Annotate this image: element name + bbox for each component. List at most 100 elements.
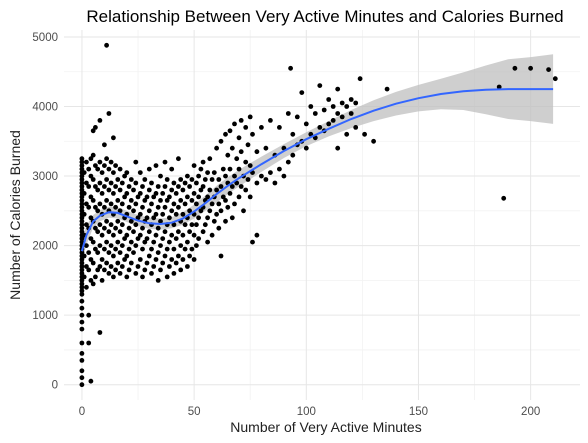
data-point <box>146 187 152 193</box>
data-point <box>99 170 105 176</box>
y-axis-label: Number of Calories Burned <box>7 130 23 300</box>
chart-title: Relationship Between Very Active Minutes… <box>86 7 563 26</box>
data-point <box>90 281 96 287</box>
data-point <box>102 267 107 273</box>
data-point <box>108 243 114 249</box>
data-point <box>102 163 107 169</box>
data-point <box>207 156 213 162</box>
y-tick-label: 2000 <box>32 241 58 253</box>
data-point <box>133 243 139 249</box>
data-point <box>180 232 186 238</box>
data-point <box>277 125 282 130</box>
data-point <box>223 218 228 224</box>
data-point <box>176 156 181 162</box>
data-point <box>290 152 296 158</box>
data-point <box>294 114 300 120</box>
data-point <box>317 83 323 88</box>
data-point <box>223 198 228 203</box>
data-point <box>124 253 130 259</box>
data-point <box>108 201 114 207</box>
data-point <box>131 250 136 256</box>
data-point <box>191 232 197 238</box>
data-point <box>167 215 172 221</box>
data-point <box>153 211 159 217</box>
data-point <box>137 191 143 196</box>
data-point <box>234 156 240 162</box>
data-point <box>290 131 296 137</box>
data-point <box>79 281 85 287</box>
data-point <box>173 236 179 242</box>
data-point <box>335 111 341 116</box>
data-point <box>496 84 502 90</box>
x-tick-label: 0 <box>79 406 85 418</box>
data-point <box>357 76 363 82</box>
data-point <box>250 239 255 245</box>
data-point <box>131 208 136 214</box>
data-point <box>171 180 177 186</box>
data-point <box>102 225 107 231</box>
data-point <box>158 267 163 273</box>
data-point <box>247 114 253 120</box>
data-point <box>321 107 327 113</box>
y-tick-label: 0 <box>52 380 58 392</box>
data-point <box>202 177 208 182</box>
data-point <box>84 180 89 186</box>
data-point <box>104 198 109 203</box>
data-point <box>79 319 85 325</box>
data-point <box>113 163 118 169</box>
data-point <box>119 243 125 249</box>
data-point <box>205 194 211 200</box>
y-tick-label: 3000 <box>32 171 58 183</box>
data-point <box>119 222 125 228</box>
data-point <box>216 225 222 231</box>
data-point <box>79 177 85 182</box>
data-point <box>326 97 332 102</box>
data-point <box>124 170 130 176</box>
data-point <box>229 184 235 189</box>
data-point <box>90 198 96 203</box>
data-point <box>187 229 193 235</box>
data-point <box>88 173 94 179</box>
data-point <box>79 173 85 179</box>
data-point <box>104 239 109 245</box>
data-point <box>117 208 123 214</box>
data-point <box>185 264 190 269</box>
data-point <box>106 111 112 116</box>
data-point <box>209 232 215 238</box>
data-point <box>146 208 152 214</box>
data-point <box>108 264 114 269</box>
data-point <box>214 187 220 193</box>
data-point <box>88 257 94 262</box>
data-point <box>79 187 85 193</box>
data-point <box>79 166 85 172</box>
data-point <box>113 184 118 189</box>
data-point <box>84 264 89 269</box>
data-point <box>119 264 125 269</box>
data-point <box>330 118 336 123</box>
data-point <box>198 166 204 172</box>
data-point <box>142 198 148 203</box>
data-point <box>79 298 85 304</box>
data-point <box>194 222 199 228</box>
data-point <box>79 326 85 332</box>
data-point <box>84 243 89 249</box>
data-point <box>79 260 85 266</box>
data-point <box>79 264 85 269</box>
data-point <box>122 236 127 242</box>
data-point <box>149 246 154 252</box>
data-point <box>144 215 150 221</box>
data-point <box>140 204 145 210</box>
data-point <box>151 239 157 245</box>
data-point <box>99 232 105 238</box>
data-point <box>236 135 242 141</box>
data-point <box>79 204 85 210</box>
data-point <box>229 145 235 151</box>
data-point <box>115 218 121 224</box>
data-point <box>207 208 213 214</box>
data-point <box>133 180 139 186</box>
data-point <box>106 166 112 172</box>
data-point <box>137 170 143 176</box>
data-point <box>185 173 190 179</box>
data-point <box>146 166 152 172</box>
data-point <box>223 131 228 137</box>
